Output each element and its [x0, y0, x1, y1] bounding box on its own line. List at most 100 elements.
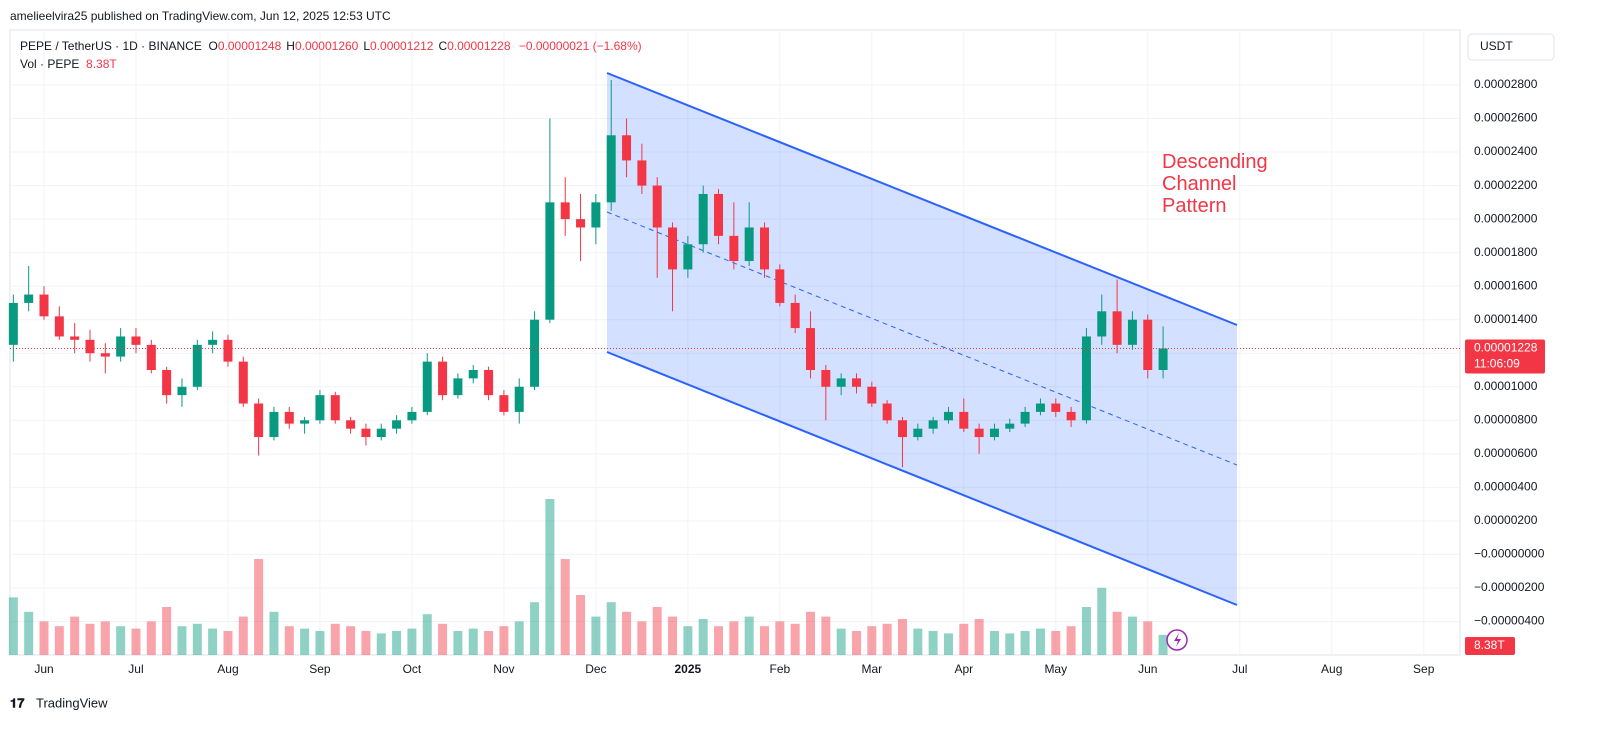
y-tick-label: 0.00000600 — [1474, 446, 1538, 460]
volume-bar — [760, 626, 770, 655]
candle-body — [851, 378, 861, 387]
volume-bar — [514, 621, 524, 655]
volume-bar — [453, 631, 463, 655]
volume-bar — [499, 626, 509, 655]
volume-bar — [1097, 587, 1107, 655]
candle-body — [1127, 319, 1137, 345]
ohlc-value: 0.00001260 — [294, 39, 359, 53]
candle-body — [821, 369, 831, 387]
ohlc-label: O — [208, 39, 218, 53]
volume-bar — [392, 631, 402, 655]
volume-name: Vol · PEPE — [20, 57, 80, 71]
candle-body — [668, 227, 678, 270]
ohlc-value: 0.00001228 — [447, 39, 511, 53]
candle-body — [238, 361, 248, 404]
symbol: PEPE / TetherUS · 1D · BINANCE — [20, 39, 202, 53]
volume-bar — [1005, 633, 1015, 655]
candle-body — [422, 361, 432, 412]
annotation: Descending Channel Pattern — [1162, 151, 1268, 217]
volume-bar — [254, 559, 264, 655]
volume-bar — [913, 628, 923, 655]
channel-fill — [607, 73, 1237, 605]
y-tick-label: 0.00001000 — [1474, 379, 1538, 393]
candle-body — [1051, 403, 1061, 412]
volume-bar — [70, 616, 80, 655]
candle-body — [867, 386, 877, 404]
volume-bar — [545, 499, 555, 655]
ohlc-value: 0.00001212 — [370, 39, 434, 53]
candle-body — [1158, 348, 1168, 370]
candle-body — [269, 411, 279, 438]
candle-body — [330, 395, 340, 421]
channel-upper — [606, 72, 1238, 326]
candle-body — [545, 202, 555, 320]
volume-bar — [744, 616, 754, 655]
volume-bar — [668, 616, 678, 655]
candle-body — [775, 269, 785, 303]
volume-bar — [238, 616, 248, 655]
candle-body — [652, 185, 662, 228]
candle-body — [376, 428, 386, 438]
volume-bar — [208, 628, 218, 655]
candle-body — [974, 428, 984, 438]
candle-body — [1035, 403, 1045, 412]
volume-bar — [330, 623, 340, 655]
candle-body — [576, 219, 586, 228]
candle-body — [1020, 411, 1030, 424]
volume-bar — [1051, 631, 1061, 655]
volume-bar — [729, 621, 739, 655]
volume-bar — [637, 621, 647, 655]
volume-bar — [897, 619, 907, 655]
change: −0.00000021 (−1.68%) — [518, 39, 642, 53]
candle-body — [54, 316, 64, 337]
volume-bar — [1127, 616, 1137, 655]
x-tick-label: Sep — [309, 662, 331, 676]
candle-body — [928, 420, 938, 429]
volume-bar — [1112, 611, 1122, 655]
x-tick-label: Nov — [493, 662, 514, 676]
candle-body — [637, 160, 647, 186]
y-tick-label: 0.00002400 — [1474, 144, 1538, 158]
volume-bar — [269, 611, 279, 655]
x-tick-label: Aug — [1321, 662, 1342, 676]
volume-bar — [989, 631, 999, 655]
volume-bar — [346, 626, 356, 655]
brand: TradingView — [36, 695, 108, 710]
volume-bar — [24, 611, 34, 655]
brand-logo: 𝟏𝟕 — [10, 695, 25, 710]
volume-bar — [422, 614, 432, 655]
volume-bar — [8, 597, 18, 655]
candle-body — [85, 339, 95, 354]
candle-body — [100, 353, 110, 357]
currency-box[interactable] — [1467, 33, 1555, 61]
volume-bar — [882, 623, 892, 655]
y-tick-label: 0.00002000 — [1474, 211, 1538, 225]
volume-bar — [284, 626, 294, 655]
y-tick-label: −0.00000400 — [1474, 614, 1545, 628]
candle-body — [8, 302, 18, 345]
volume-bar — [1143, 621, 1153, 655]
volume-line: Vol · PEPE 8.38T — [20, 57, 117, 71]
candle-body — [744, 227, 754, 262]
candle-body — [208, 339, 218, 345]
candle-body — [622, 135, 632, 161]
x-tick-label: May — [1044, 662, 1067, 676]
volume-bar — [576, 595, 586, 655]
volume-bar — [315, 631, 325, 655]
ohlc-label: H — [286, 39, 295, 53]
ohlc-value: 0.00001248 — [217, 39, 282, 53]
candle-body — [116, 336, 126, 357]
volume-bar — [606, 602, 616, 655]
x-tick-label: Sep — [1413, 662, 1435, 676]
y-tick-label: 0.00001600 — [1474, 278, 1538, 292]
candle-body — [683, 244, 693, 270]
volume-bar — [683, 626, 693, 655]
channel-lower — [606, 351, 1238, 606]
candle-body — [468, 369, 478, 379]
candle-body — [484, 369, 494, 396]
volume-bar — [1081, 607, 1091, 655]
countdown: 11:06:09 — [1474, 357, 1520, 371]
candle-body — [346, 420, 356, 429]
last-price-tag — [1465, 339, 1545, 374]
